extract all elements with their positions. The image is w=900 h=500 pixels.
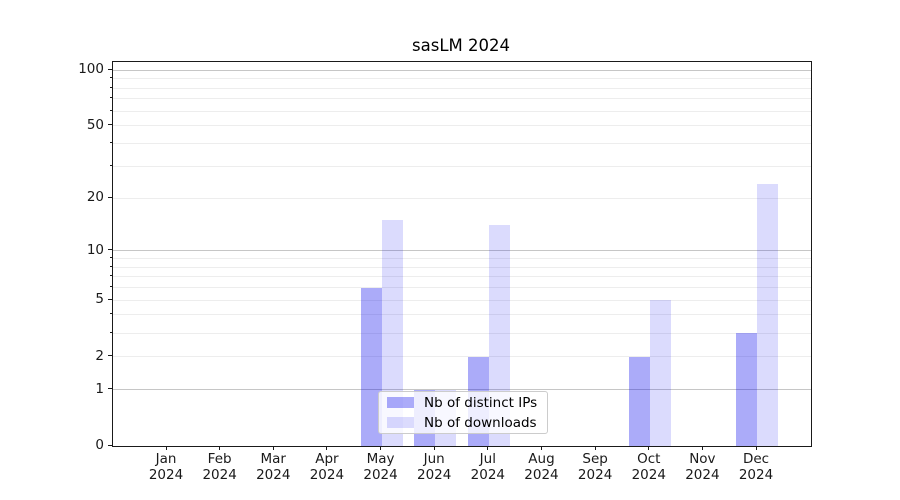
legend: Nb of distinct IPs Nb of downloads — [378, 391, 548, 434]
gridline-minor — [113, 332, 811, 334]
gridline-minor — [113, 266, 811, 268]
bar-downloads-dec — [757, 183, 779, 446]
y-tick-label: 100 — [78, 61, 104, 78]
gridline-minor — [113, 125, 811, 127]
x-tick-label: Oct 2024 — [631, 451, 666, 483]
x-tick — [433, 446, 435, 450]
y-tick — [108, 249, 112, 251]
x-tick-label: Feb 2024 — [202, 451, 237, 483]
gridline-minor — [113, 165, 811, 167]
gridline-minor — [113, 314, 811, 316]
x-tick-label: Nov 2024 — [685, 451, 720, 483]
y-tick — [108, 298, 112, 300]
y-tick — [108, 355, 112, 357]
legend-label-distinct-ips: Nb of distinct IPs — [424, 394, 538, 411]
y-minor-tick — [109, 275, 112, 277]
y-tick-label: 0 — [95, 437, 104, 453]
y-minor-tick — [109, 331, 112, 333]
x-tick-label: May 2024 — [363, 451, 398, 483]
bar-distinct-ips-dec — [736, 333, 758, 446]
legend-item-downloads: Nb of downloads — [387, 415, 539, 431]
y-minor-tick — [109, 257, 112, 258]
plot-area — [112, 61, 812, 447]
x-tick-label: Dec 2024 — [738, 451, 774, 483]
bar-distinct-ips-oct — [628, 356, 650, 446]
gridline-major — [113, 250, 811, 252]
legend-label-downloads: Nb of downloads — [424, 414, 537, 431]
x-tick-label: Jun 2024 — [417, 451, 452, 483]
gridline-minor — [113, 197, 811, 199]
legend-swatch-downloads — [387, 417, 414, 428]
gridline-minor — [113, 98, 811, 100]
y-tick-label: 5 — [95, 291, 104, 308]
y-tick — [108, 68, 112, 70]
y-tick-label: 2 — [95, 347, 104, 364]
gridline-minor — [113, 276, 811, 278]
gridline-minor — [113, 110, 811, 112]
x-tick-label: Jul 2024 — [470, 451, 505, 483]
y-tick — [108, 388, 112, 390]
x-tick — [272, 446, 274, 450]
gridline-major — [113, 69, 811, 71]
y-tick — [108, 444, 112, 446]
bar-downloads-jul — [488, 225, 510, 446]
y-minor-tick — [109, 286, 112, 288]
gridline-minor — [113, 87, 811, 89]
y-tick — [108, 196, 112, 198]
y-minor-tick — [109, 313, 112, 315]
legend-swatch-distinct-ips — [387, 397, 414, 408]
x-tick-label: Sep 2024 — [577, 451, 613, 483]
x-tick-label: Aug 2024 — [524, 451, 559, 483]
x-tick — [755, 446, 757, 450]
legend-item-distinct-ips: Nb of distinct IPs — [387, 395, 539, 411]
gridline-minor — [113, 287, 811, 289]
gridline-minor — [113, 356, 811, 358]
y-minor-tick — [109, 86, 112, 88]
x-tick — [326, 446, 328, 450]
x-tick — [540, 446, 542, 450]
y-tick-label: 10 — [86, 241, 104, 258]
y-tick-label: 1 — [95, 380, 104, 397]
bar-distinct-ips-may — [360, 287, 382, 446]
y-minor-tick — [109, 142, 112, 144]
x-tick — [701, 446, 703, 450]
x-tick — [648, 446, 650, 450]
x-tick-label: Jan 2024 — [148, 451, 184, 483]
y-minor-tick — [109, 97, 112, 99]
x-tick — [165, 446, 167, 450]
gridline-minor — [113, 299, 811, 301]
chart-title: sasLM 2024 — [412, 36, 510, 55]
y-minor-tick — [109, 164, 112, 166]
y-minor-tick — [109, 109, 112, 111]
bar-downloads-may — [381, 220, 403, 446]
x-tick — [487, 446, 489, 450]
x-tick-label: Mar 2024 — [256, 451, 291, 483]
gridline-minor — [113, 258, 811, 259]
y-minor-tick — [109, 77, 112, 79]
bar-downloads-oct — [649, 300, 671, 446]
y-minor-tick — [109, 265, 112, 267]
y-tick-label: 50 — [86, 116, 104, 133]
gridline-minor — [113, 143, 811, 145]
gridline-major — [113, 389, 811, 391]
x-tick-label: Apr 2024 — [309, 451, 345, 483]
x-tick — [219, 446, 221, 450]
gridline-minor — [113, 78, 811, 80]
y-tick — [108, 124, 112, 126]
x-tick — [594, 446, 596, 450]
y-tick-label: 20 — [86, 189, 104, 206]
x-tick — [380, 446, 382, 450]
